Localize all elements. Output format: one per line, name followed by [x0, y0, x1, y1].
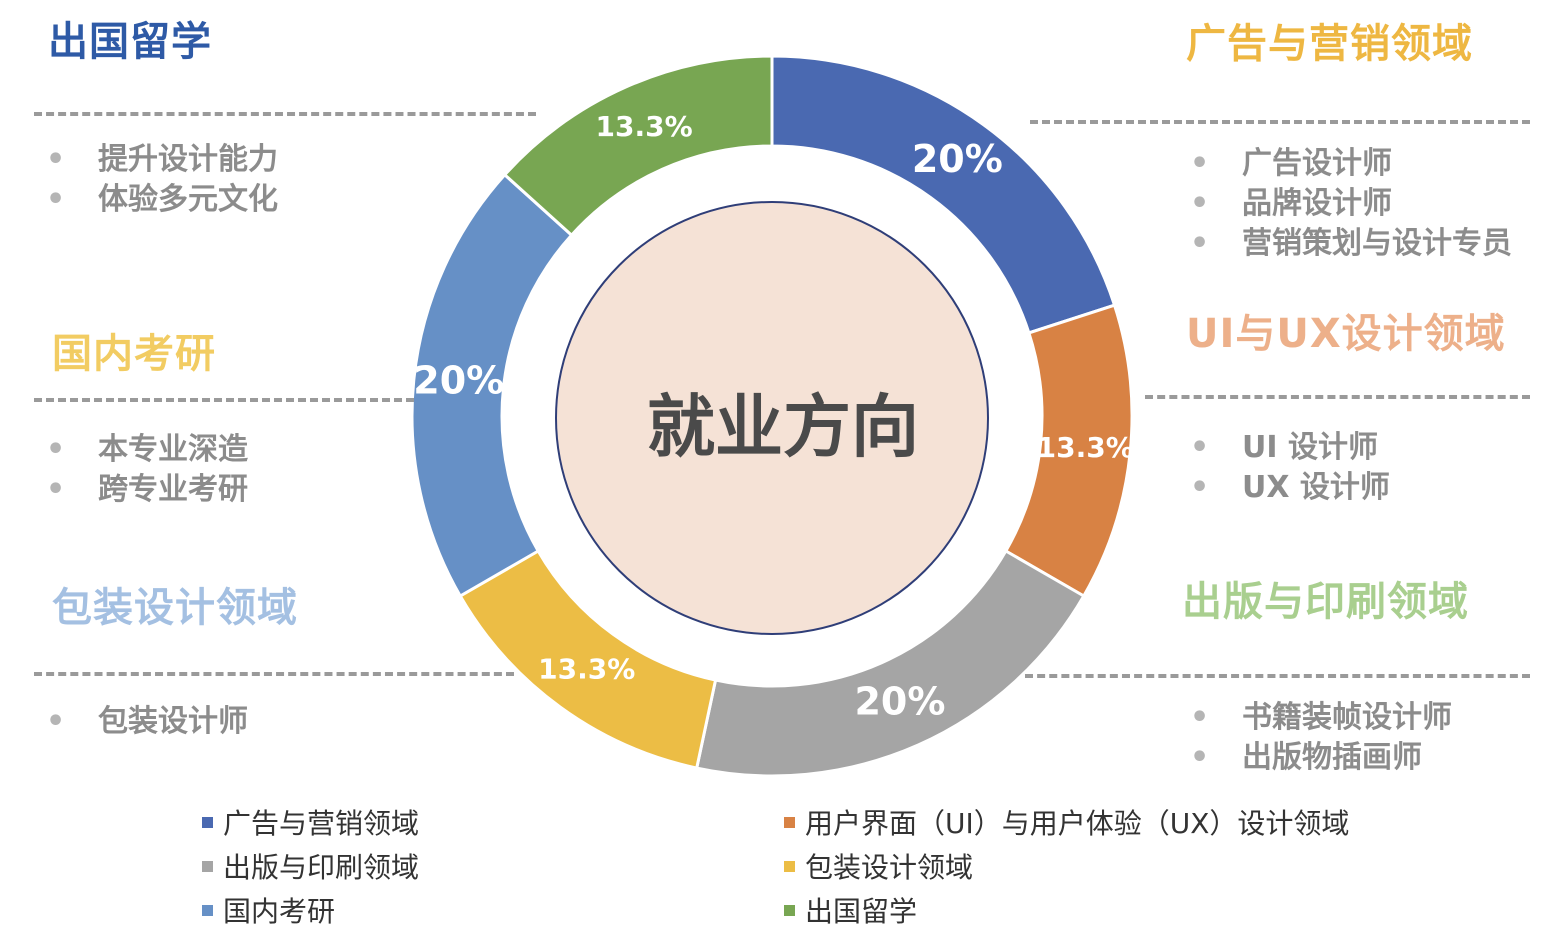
divider-packaging-design — [34, 672, 514, 676]
bullet-icon: • — [46, 432, 66, 467]
donut-data-label: 20% — [413, 358, 504, 402]
donut-data-labels: 20% 13.3% 20% 13.3% 20% 13.3% — [413, 110, 1134, 723]
divider-publishing-printing — [1025, 674, 1530, 678]
bullet-icon: • — [1190, 470, 1210, 505]
donut-data-label: 20% — [912, 137, 1003, 181]
legend-swatch — [784, 816, 795, 828]
donut-data-label: 13.3% — [595, 110, 692, 143]
legend-swatch — [784, 904, 795, 916]
legend-swatch — [202, 860, 213, 872]
title-study-abroad: 出国留学 — [48, 19, 212, 65]
list-item: • 广告设计师 — [1190, 144, 1512, 184]
bullet-icon: • — [1190, 740, 1210, 775]
bullet-icon: • — [46, 704, 66, 739]
list-item: • 包装设计师 — [46, 702, 248, 742]
title-publishing-printing: 出版与印刷领域 — [1182, 579, 1469, 625]
title-packaging-design: 包装设计领域 — [52, 585, 298, 631]
title-ui-ux-design: UI与UX设计领域 — [1186, 311, 1506, 357]
donut-data-label: 20% — [854, 679, 945, 723]
bullet-icon: • — [46, 142, 66, 177]
list-domestic-postgrad: • 本专业深造 • 跨专业考研 — [46, 430, 248, 510]
legend-item: 用户界面（UI）与用户体验（UX）设计领域 — [784, 808, 1349, 840]
bullet-icon: • — [1190, 430, 1210, 465]
list-study-abroad: • 提升设计能力 • 体验多元文化 — [46, 140, 278, 220]
legend-item: 出国留学 — [784, 896, 917, 928]
legend-item: 出版与印刷领域 — [202, 852, 419, 884]
list-item: • 品牌设计师 — [1190, 184, 1512, 224]
list-item: • 跨专业考研 — [46, 470, 248, 510]
list-item: • 营销策划与设计专员 — [1190, 224, 1512, 264]
bullet-icon: • — [1190, 226, 1210, 261]
donut-data-label: 13.3% — [1037, 431, 1134, 464]
list-advertising-marketing: • 广告设计师 • 品牌设计师 • 营销策划与设计专员 — [1190, 144, 1512, 264]
list-item: • 书籍装帧设计师 — [1190, 698, 1452, 738]
center-circle — [555, 201, 989, 635]
title-domestic-postgrad: 国内考研 — [52, 331, 216, 377]
donut-data-label: 13.3% — [538, 653, 635, 686]
list-item: • UI 设计师 — [1190, 428, 1390, 468]
list-publishing-printing: • 书籍装帧设计师 • 出版物插画师 — [1190, 698, 1452, 778]
divider-ui-ux-design — [1145, 395, 1530, 399]
divider-study-abroad — [34, 112, 536, 116]
legend-item: 包装设计领域 — [784, 852, 973, 884]
legend-swatch — [784, 860, 795, 872]
legend-item: 广告与营销领域 — [202, 808, 419, 840]
bullet-icon: • — [1190, 700, 1210, 735]
title-advertising-marketing: 广告与营销领域 — [1186, 21, 1473, 67]
center-label: 就业方向 — [647, 389, 919, 468]
donut-slice — [502, 54, 774, 238]
legend-swatch — [202, 816, 213, 828]
list-item: • UX 设计师 — [1190, 468, 1390, 508]
bullet-icon: • — [46, 472, 66, 507]
donut-slices — [410, 54, 1134, 778]
legend-swatch — [202, 904, 213, 916]
list-item: • 体验多元文化 — [46, 180, 278, 220]
list-ui-ux-design: • UI 设计师 • UX 设计师 — [1190, 428, 1390, 508]
divider-advertising-marketing — [1030, 120, 1530, 124]
bullet-icon: • — [46, 182, 66, 217]
bullet-icon: • — [1190, 146, 1210, 181]
list-packaging-design: • 包装设计师 — [46, 702, 248, 742]
legend-item: 国内考研 — [202, 896, 335, 928]
list-item: • 出版物插画师 — [1190, 738, 1452, 778]
list-item: • 提升设计能力 — [46, 140, 278, 180]
bullet-icon: • — [1190, 186, 1210, 221]
list-item: • 本专业深造 — [46, 430, 248, 470]
divider-domestic-postgrad — [34, 398, 414, 402]
